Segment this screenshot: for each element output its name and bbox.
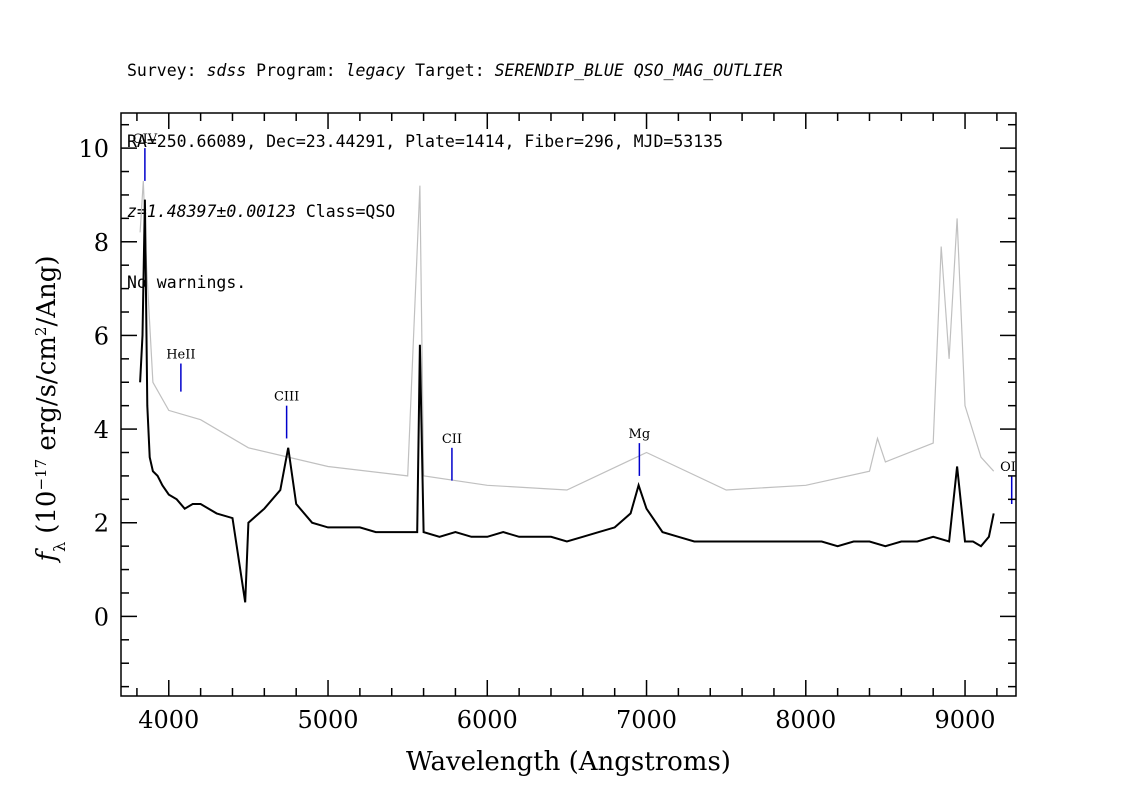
x-tick-label: 7000 (616, 706, 677, 734)
line-label-heii: HeII (166, 348, 195, 363)
flux-series (139, 199, 995, 603)
y-tick-label: 6 (94, 322, 109, 350)
axis-ticks (121, 113, 1016, 696)
x-tick-label: 4000 (138, 706, 199, 734)
target-label: Target: (415, 61, 485, 80)
emission-line-markers: CIV HeII CIII CII Mg OI (133, 132, 1016, 505)
header-line-survey: Survey: sdss Program: legacy Target: SER… (127, 59, 783, 83)
header-line-warnings: No warnings. (127, 272, 247, 292)
program-value: legacy (345, 61, 406, 80)
line-label-civ: CIV (133, 132, 158, 147)
error-series (139, 180, 995, 491)
x-axis-title: Wavelength (Angstroms) (406, 747, 731, 777)
y-tick-label: 10 (78, 135, 109, 163)
survey-label: Survey: (127, 61, 197, 80)
x-tick-label: 6000 (457, 706, 518, 734)
y-axis-exponent2: 2 (32, 327, 50, 337)
line-label-ciii: CIII (274, 390, 299, 405)
y-axis-exponent: −17 (32, 459, 50, 491)
redshift-value: z=1.48397±0.00123 (127, 202, 296, 221)
y-tick-label: 8 (94, 229, 109, 257)
survey-value: sdss (206, 61, 247, 80)
y-axis-post-b: /Ang) (32, 255, 62, 326)
y-tick-label: 4 (94, 416, 109, 444)
header-line-coords: RA=250.66089, Dec=23.44291, Plate=1414, … (127, 131, 724, 151)
line-label-mg: Mg (629, 427, 651, 442)
program-label: Program: (256, 61, 336, 80)
flux-line (139, 199, 995, 603)
line-label-cii: CII (442, 432, 462, 447)
y-tick-label: 2 (94, 510, 109, 538)
y-axis-title: fλ(10−17 erg/s/cm2/Ang) (32, 255, 69, 563)
plot-frame (120, 112, 1017, 697)
error-line (139, 180, 995, 491)
y-axis-post-a: erg/s/cm (32, 336, 62, 459)
tick-labels: 4000 5000 6000 7000 8000 9000 0 2 4 6 8 10 (78, 135, 995, 734)
target-value: SERENDIP_BLUE QSO_MAG_OUTLIER (494, 61, 783, 80)
y-axis-pre: (10 (32, 491, 62, 534)
class-value: Class=QSO (305, 202, 396, 221)
line-label-oi: OI (1000, 460, 1016, 475)
header-line-redshift: z=1.48397±0.00123 Class=QSO (127, 200, 783, 224)
y-tick-label: 0 (94, 603, 109, 631)
y-axis-subscript: λ (50, 542, 69, 552)
x-tick-label: 9000 (935, 706, 996, 734)
spectrum-header: Survey: sdss Program: legacy Target: SER… (127, 12, 783, 318)
x-tick-label: 8000 (775, 706, 836, 734)
x-tick-label: 5000 (297, 706, 358, 734)
